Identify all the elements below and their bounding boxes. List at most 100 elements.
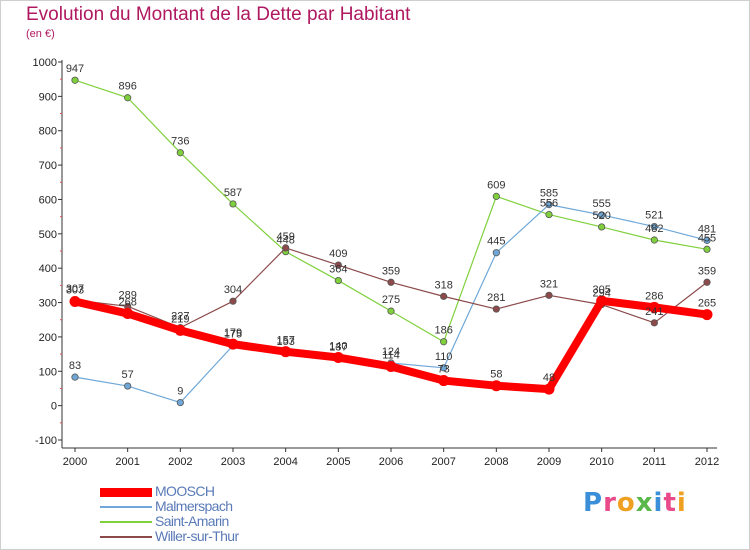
legend-label: Malmerspach [155,498,233,514]
data-point [440,292,448,300]
x-tick-label: 2001 [115,456,139,468]
data-label: 57 [122,369,134,381]
data-label: 481 [698,223,716,235]
x-tick-label: 2008 [484,456,508,468]
data-label: 157 [276,335,294,347]
data-point [334,276,342,285]
data-point [492,249,500,257]
data-point [438,375,450,387]
legend-swatch [100,506,152,508]
data-label: 153 [276,336,294,348]
data-point [332,352,344,364]
data-label: 9 [177,386,183,398]
data-label: 321 [540,278,558,290]
data-label: 114 [382,349,400,361]
data-label: 227 [171,311,189,323]
legend-label: Willer-sur-Thur [155,528,239,544]
data-label: 186 [434,325,452,337]
data-point [492,192,500,200]
x-tick-label: 2009 [537,456,561,468]
x-tick-label: 2004 [273,456,297,468]
data-point [650,319,658,327]
legend-swatch [100,536,152,538]
data-point [334,261,342,269]
data-label: 268 [118,297,136,309]
x-tick-label: 2011 [643,456,667,468]
data-point [282,244,290,252]
data-point [598,211,606,219]
data-point [71,76,79,84]
data-point [385,360,397,372]
data-point [545,210,553,219]
x-tick-label: 2002 [168,456,192,468]
data-label: 521 [645,210,663,222]
legend-item-willer-sur-thur: Willer-sur-Thur [100,528,320,544]
data-label: 409 [329,248,347,260]
logo-letter: o [616,488,636,518]
data-point [440,338,448,346]
data-label: 289 [118,289,136,301]
legend: MOOSCH Malmerspach Saint-Amarin Willer-sur-… [100,483,320,544]
y-tick-label: 1000 [33,57,57,69]
y-tick-label: 900 [39,91,57,103]
legend-swatch [100,521,152,523]
data-label: 359 [698,265,716,277]
y-tick-label: 200 [39,332,57,344]
data-point [176,398,184,407]
x-tick-label: 2000 [63,456,87,468]
data-point [596,295,608,307]
y-tick-label: 400 [39,263,57,275]
data-label: 736 [171,136,189,148]
legend-item-malmerspach: Malmerspach [100,498,320,514]
data-point [280,346,292,358]
data-label: 555 [592,198,610,210]
data-label: 364 [329,264,347,276]
data-label: 73 [438,364,450,376]
data-label: 140 [329,341,347,353]
data-label: 520 [592,210,610,222]
data-point [703,236,711,244]
x-tick-label: 2003 [221,456,245,468]
y-tick-label: 0 [51,401,57,413]
data-point [648,301,660,313]
logo-letter: x [635,488,654,518]
data-point [124,94,132,102]
data-point [543,383,555,395]
x-tick-label: 2006 [379,456,403,468]
data-label: 124 [382,346,400,358]
data-label: 219 [171,313,189,325]
data-label: 281 [487,292,505,304]
data-point [124,382,132,390]
x-tick-label: 2010 [589,456,613,468]
chart-title: Evolution du Montant de la Dette par Hab… [26,4,411,25]
y-tick-label: 700 [39,160,57,172]
data-label: 83 [69,360,81,372]
data-point [440,364,448,372]
legend-swatch [100,487,152,497]
legend-label: Saint-Amarin [155,513,229,529]
data-label: 286 [645,290,663,302]
data-point [387,307,395,315]
data-label: 585 [540,188,558,200]
data-label: 305 [592,284,610,296]
data-point [703,245,711,253]
data-label: 275 [382,294,400,306]
data-label: 304 [224,284,242,296]
data-point [122,308,134,320]
data-label: 179 [224,327,242,339]
chart-subtitle: (en €) [26,28,55,40]
data-point [69,296,81,308]
data-label: 359 [382,265,400,277]
y-tick-label: 100 [39,366,57,378]
series-line-willer-sur-thur [74,247,708,329]
y-tick-label: 600 [39,194,57,206]
logo-letter: P [583,488,604,518]
data-point [492,305,500,313]
data-label: 241 [645,306,663,318]
data-label: 609 [487,179,505,191]
data-point [387,278,395,286]
logo-letter: r [603,488,617,518]
data-point [545,201,553,209]
data-label: 318 [434,279,452,291]
logo-letter: i [676,488,687,518]
